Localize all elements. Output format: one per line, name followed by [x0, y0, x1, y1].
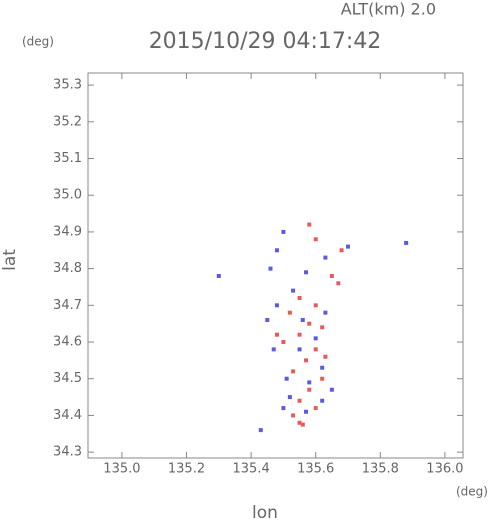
echo-point [265, 318, 270, 323]
echo-point [323, 310, 328, 315]
echo-point [404, 240, 409, 245]
echo-point [304, 270, 309, 275]
y-unit: (deg) [22, 35, 54, 49]
echo-point [258, 428, 263, 433]
echo-point [281, 340, 286, 345]
echo-point [346, 244, 351, 249]
echo-point [329, 273, 334, 278]
plot-frame [87, 72, 464, 459]
echo-point [320, 365, 325, 370]
echo-point [320, 398, 325, 403]
x-tick-label: 135.8 [362, 462, 399, 477]
chart-title: 2015/10/29 04:17:42 [149, 29, 382, 54]
echo-point [323, 255, 328, 260]
x-axis-label: lon [252, 503, 278, 521]
echo-point [304, 409, 309, 414]
echo-point [329, 387, 334, 392]
echo-point [300, 422, 305, 427]
y-tick-label: 35.0 [53, 188, 82, 203]
echo-point [307, 387, 312, 392]
echo-point [313, 237, 318, 242]
y-tick-label: 35.1 [53, 151, 82, 166]
echo-point [297, 398, 302, 403]
echo-point [268, 266, 273, 271]
echo-point [284, 376, 289, 381]
echo-point [271, 347, 276, 352]
echo-point [274, 303, 279, 308]
y-tick-label: 34.4 [53, 408, 82, 423]
echo-point [287, 310, 292, 315]
echo-point [216, 273, 221, 278]
echo-point [307, 321, 312, 326]
echo-point [336, 281, 341, 286]
y-tick-label: 34.7 [53, 298, 82, 313]
echo-point [307, 380, 312, 385]
echo-point [297, 332, 302, 337]
echo-point [297, 295, 302, 300]
echo-point [287, 395, 292, 400]
y-tick-label: 34.9 [53, 224, 82, 239]
echo-point [300, 318, 305, 323]
y-tick-label: 34.8 [53, 261, 82, 276]
echo-point [291, 369, 296, 374]
echo-point [291, 288, 296, 293]
echo-point [281, 229, 286, 234]
y-axis-label: lat [0, 249, 20, 271]
echo-point [297, 420, 302, 425]
x-tick-label: 135.4 [233, 462, 270, 477]
echo-point [274, 332, 279, 337]
x-tick-label: 135.6 [297, 462, 334, 477]
echo-point [313, 336, 318, 341]
y-tick-label: 34.3 [53, 445, 82, 460]
x-tick-label: 135.2 [168, 462, 205, 477]
echo-point [320, 325, 325, 330]
echo-point [313, 347, 318, 352]
y-tick-label: 35.3 [53, 78, 82, 93]
y-tick-label: 34.5 [53, 371, 82, 386]
echo-point [304, 358, 309, 363]
echo-point [320, 376, 325, 381]
echo-point [297, 347, 302, 352]
echo-point [313, 303, 318, 308]
x-unit: (deg) [456, 485, 488, 499]
echo-point [323, 354, 328, 359]
echo-point [274, 248, 279, 253]
echo-point [291, 413, 296, 418]
echo-point [281, 406, 286, 411]
altitude-label: ALT(km) 2.0 [341, 0, 436, 19]
y-tick-label: 35.2 [53, 114, 82, 129]
echo-point [313, 406, 318, 411]
echo-point [307, 222, 312, 227]
y-tick-label: 34.6 [53, 335, 82, 350]
x-tick-label: 135.0 [103, 462, 140, 477]
x-tick-label: 136.0 [426, 462, 463, 477]
echo-point [339, 248, 344, 253]
